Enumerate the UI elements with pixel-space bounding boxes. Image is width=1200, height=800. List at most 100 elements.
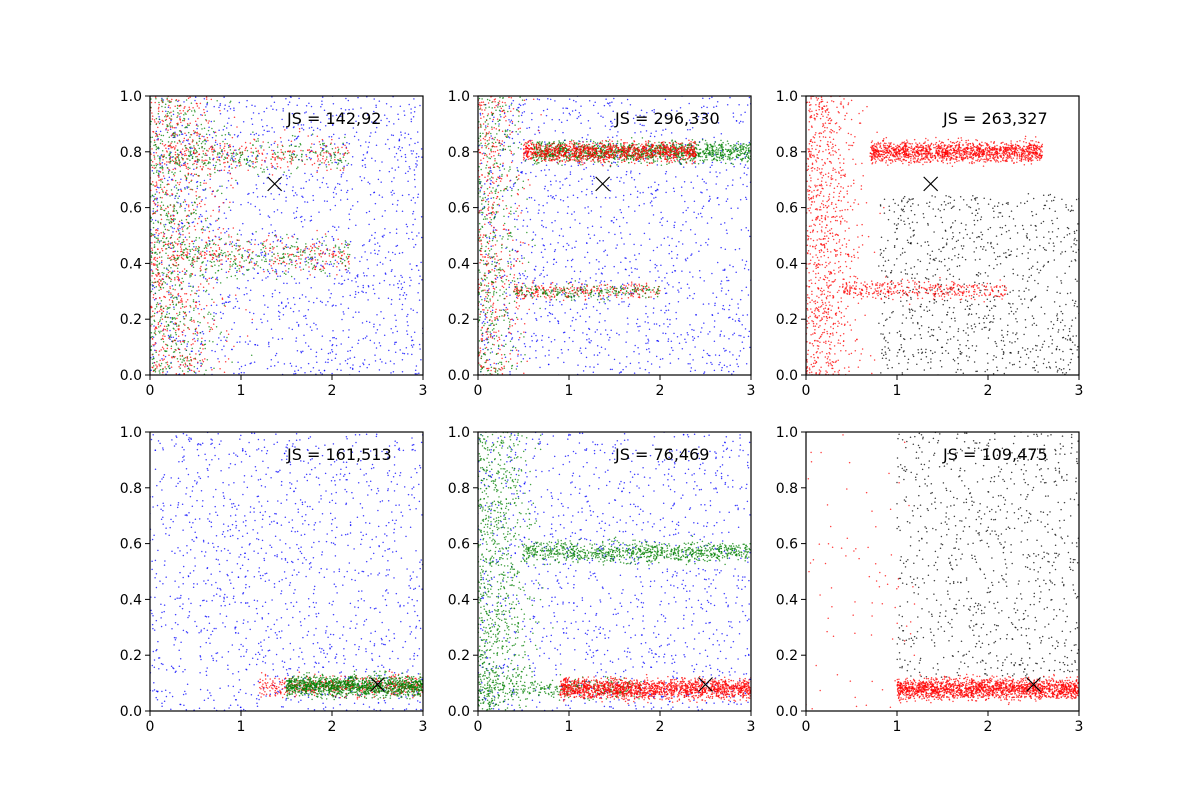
scatter-point	[720, 132, 723, 135]
scatter-point	[200, 362, 202, 365]
scatter-point	[551, 197, 554, 199]
scatter-point	[278, 315, 280, 318]
scatter-point	[600, 115, 602, 117]
scatter-point	[732, 116, 735, 118]
scatter-point	[532, 238, 534, 241]
scatter-point	[155, 305, 158, 308]
scatter-point	[244, 141, 247, 144]
scatter-point	[158, 278, 161, 281]
scatter-point	[344, 268, 347, 271]
scatter-point	[346, 179, 348, 182]
scatter-point	[203, 275, 205, 278]
scatter-point	[338, 159, 340, 161]
scatter-point	[173, 223, 176, 225]
scatter-point	[634, 186, 637, 188]
scatter-point	[158, 326, 160, 328]
scatter-point	[710, 361, 712, 364]
scatter-point	[305, 317, 307, 320]
scatter-point	[158, 364, 161, 367]
scatter-point	[503, 112, 506, 115]
scatter-point	[198, 350, 200, 352]
scatter-point	[307, 149, 309, 151]
scatter-point	[562, 199, 565, 202]
scatter-point	[571, 319, 574, 322]
scatter-point	[337, 250, 340, 253]
scatter-point	[205, 267, 208, 270]
scatter-point	[675, 176, 677, 178]
scatter-point	[287, 139, 290, 142]
scatter-point	[333, 143, 336, 145]
scatter-point	[664, 128, 667, 130]
scatter-point	[178, 113, 180, 115]
scatter-point	[166, 330, 168, 332]
scatter-point	[223, 371, 226, 373]
scatter-point	[171, 357, 173, 359]
scatter-point	[333, 246, 335, 249]
scatter-point	[185, 167, 188, 169]
scatter-point	[266, 153, 268, 155]
scatter-point	[742, 183, 744, 186]
scatter-point	[167, 269, 170, 272]
scatter-point	[323, 240, 325, 242]
scatter-point	[185, 113, 187, 115]
scatter-point	[324, 233, 327, 235]
scatter-point	[190, 359, 192, 361]
scatter-point	[170, 115, 173, 117]
scatter-point	[155, 197, 157, 199]
scatter-point	[410, 120, 413, 123]
scatter-point	[379, 358, 382, 361]
scatter-point	[150, 349, 152, 352]
scatter-point	[602, 116, 604, 119]
scatter-point	[746, 185, 748, 188]
scatter-point	[170, 266, 172, 269]
scatter-point	[614, 161, 617, 164]
scatter-point	[229, 108, 232, 110]
scatter-point	[305, 296, 307, 298]
scatter-point	[155, 117, 158, 120]
scatter-point	[261, 259, 263, 261]
scatter-point	[169, 270, 171, 273]
scatter-point	[410, 137, 412, 140]
scatter-point	[372, 284, 374, 287]
scatter-point	[212, 151, 215, 153]
scatter-point	[265, 240, 267, 242]
scatter-point	[375, 144, 378, 147]
scatter-point	[199, 347, 201, 350]
scatter-point	[271, 267, 273, 269]
scatter-point	[332, 254, 334, 257]
scatter-point	[249, 340, 251, 342]
scatter-point	[262, 141, 264, 143]
scatter-point	[562, 131, 564, 134]
scatter-point	[520, 254, 523, 257]
scatter-point	[316, 297, 318, 300]
scatter-point	[167, 324, 170, 326]
scatter-point	[256, 255, 259, 257]
scatter-point	[398, 139, 400, 142]
scatter-point	[322, 260, 324, 263]
scatter-point	[205, 219, 207, 222]
scatter-point	[201, 161, 203, 163]
scatter-point	[302, 129, 305, 131]
scatter-point	[321, 335, 324, 337]
scatter-point	[321, 181, 324, 184]
scatter-point	[565, 107, 567, 109]
scatter-point	[165, 267, 168, 269]
scatter-point	[161, 278, 164, 281]
scatter-point	[214, 235, 216, 238]
scatter-point	[166, 112, 169, 115]
scatter-point	[359, 365, 361, 368]
scatter-point	[667, 283, 670, 286]
scatter-point	[711, 161, 714, 164]
scatter-point	[520, 114, 523, 117]
scatter-point	[255, 156, 258, 158]
scatter-point	[323, 142, 325, 145]
scatter-point	[585, 138, 588, 140]
scatter-point	[267, 270, 270, 273]
scatter-point	[743, 336, 745, 338]
scatter-point	[165, 252, 167, 254]
scatter-point	[231, 155, 233, 157]
scatter-point	[410, 112, 412, 114]
scatter-point	[310, 126, 313, 129]
scatter-point	[211, 328, 214, 331]
scatter-point	[272, 262, 275, 265]
